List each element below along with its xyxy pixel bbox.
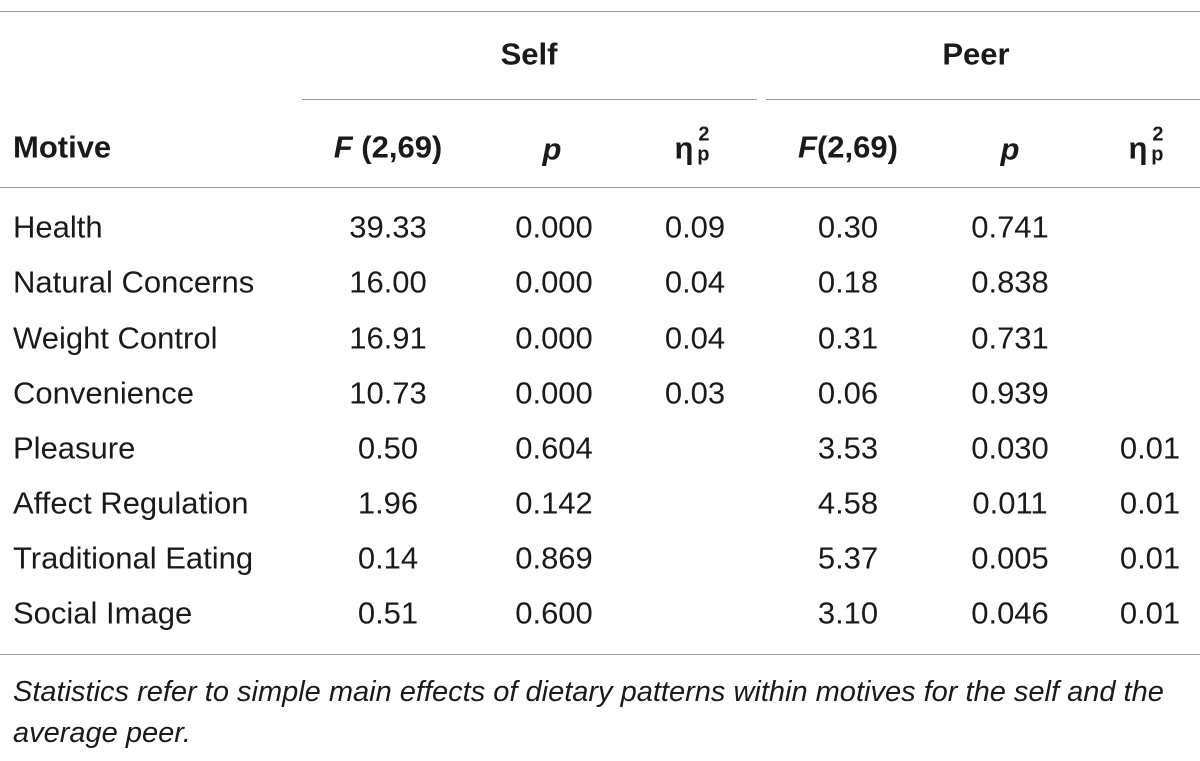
column-header-motive: Motive — [13, 129, 112, 165]
cell-f-peer: 0.06 — [817, 375, 879, 411]
cell-motive: Traditional Eating — [13, 540, 254, 576]
cell-f-peer: 3.10 — [817, 595, 879, 631]
eta-self-superscript: 2 — [698, 123, 710, 146]
cell-eta-self: 0.04 — [664, 320, 726, 356]
column-header-p-peer: p — [1000, 131, 1020, 167]
cell-p-self: 0.142 — [515, 485, 593, 521]
cell-f-self: 0.14 — [357, 540, 419, 576]
cell-p-peer: 0.030 — [971, 430, 1049, 466]
cell-p-self: 0.604 — [515, 430, 593, 466]
cell-p-peer: 0.939 — [971, 375, 1049, 411]
cell-f-self: 0.50 — [357, 430, 419, 466]
f-self-symbol: F — [333, 129, 353, 165]
cell-p-peer: 0.005 — [971, 540, 1049, 576]
f-peer-df: (2,69) — [816, 129, 898, 165]
cell-f-peer: 0.18 — [817, 264, 879, 300]
cell-eta-peer: 0.01 — [1119, 430, 1181, 466]
cell-f-peer: 0.30 — [817, 209, 879, 245]
cell-eta-self: 0.09 — [664, 209, 726, 245]
column-header-eta-self: η 2 p — [674, 125, 710, 166]
cell-f-self: 10.73 — [349, 375, 427, 411]
cell-f-peer: 0.31 — [817, 320, 879, 356]
table-footnote: Statistics refer to simple main effects … — [13, 676, 1164, 749]
top-rule — [0, 11, 1200, 12]
self-group-rule — [302, 99, 757, 100]
eta-peer-subscript: p — [1151, 143, 1164, 166]
eta-self-symbol: η — [674, 130, 694, 166]
cell-p-peer: 0.741 — [971, 209, 1049, 245]
cell-f-self: 16.00 — [349, 264, 427, 300]
cell-motive: Natural Concerns — [13, 264, 255, 300]
cell-motive: Health — [13, 209, 103, 245]
cell-eta-peer: 0.01 — [1119, 540, 1181, 576]
cell-eta-peer: 0.01 — [1119, 485, 1181, 521]
eta-peer-superscript: 2 — [1152, 123, 1164, 146]
cell-motive: Pleasure — [13, 430, 136, 466]
cell-p-self: 0.000 — [515, 320, 593, 356]
cell-f-self: 1.96 — [357, 485, 419, 521]
cell-p-self: 0.000 — [515, 209, 593, 245]
group-header-peer: Peer — [942, 36, 1010, 72]
cell-f-peer: 3.53 — [817, 430, 879, 466]
cell-f-peer: 5.37 — [817, 540, 879, 576]
column-header-eta-peer: η 2 p — [1128, 125, 1164, 166]
column-header-f-peer: F(2,69) — [798, 132, 898, 163]
header-rule — [0, 187, 1200, 188]
cell-motive: Affect Regulation — [13, 485, 249, 521]
cell-motive: Weight Control — [13, 320, 218, 356]
group-header-self: Self — [500, 36, 558, 72]
cell-p-self: 0.869 — [515, 540, 593, 576]
column-header-p-self: p — [542, 131, 562, 167]
cell-motive: Convenience — [13, 375, 194, 411]
cell-f-self: 39.33 — [349, 209, 427, 245]
cell-p-peer: 0.011 — [972, 485, 1048, 521]
cell-f-peer: 4.58 — [817, 485, 879, 521]
peer-group-rule — [766, 99, 1200, 100]
column-header-f-self: F (2,69) — [334, 132, 443, 163]
cell-p-self: 0.000 — [515, 375, 593, 411]
f-self-df: (2,69) — [352, 129, 443, 165]
cell-eta-self: 0.03 — [664, 375, 726, 411]
cell-p-peer: 0.838 — [971, 264, 1049, 300]
cell-f-self: 0.51 — [357, 595, 419, 631]
cell-motive: Social Image — [13, 595, 193, 631]
eta-self-subscript: p — [697, 143, 710, 166]
f-peer-symbol: F — [798, 129, 817, 165]
cell-p-self: 0.600 — [515, 595, 593, 631]
cell-p-peer: 0.731 — [971, 320, 1049, 356]
cell-eta-peer: 0.01 — [1119, 595, 1181, 631]
bottom-rule — [0, 654, 1200, 655]
cell-p-peer: 0.046 — [971, 595, 1049, 631]
cell-p-self: 0.000 — [515, 264, 593, 300]
eta-peer-symbol: η — [1128, 130, 1148, 166]
cell-f-self: 16.91 — [349, 320, 427, 356]
cell-eta-self: 0.04 — [664, 264, 726, 300]
